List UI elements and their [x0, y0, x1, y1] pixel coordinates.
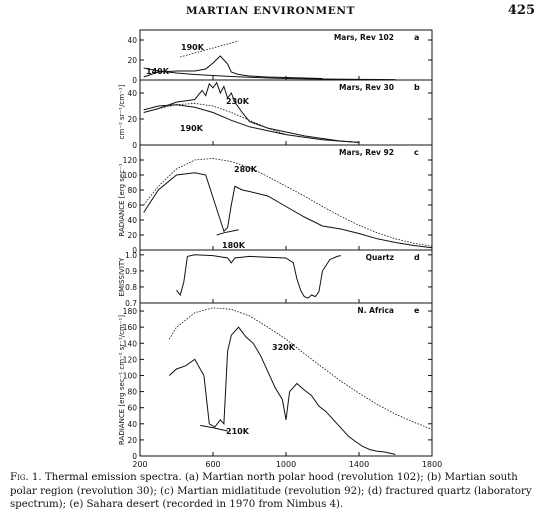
panel-b-series-190k-line [143, 104, 360, 143]
panel-a-annotation-190k: 190K [181, 43, 205, 52]
panel-c-letter: c [414, 148, 419, 157]
panel-e-series-210k-line [200, 424, 228, 432]
panel-a-series-140k-line [143, 67, 396, 81]
panel-e-ytick-label: 180 [123, 307, 138, 316]
panel-e-frame [139, 302, 433, 457]
panel-b-series-230k-line [158, 102, 287, 135]
figure-caption: Fig. 1. Thermal emission spectra. (a) Ma… [10, 471, 538, 512]
panel-e-annotation-320k: 320K [272, 343, 296, 352]
panel-a-series-observed-line [143, 55, 323, 79]
panel-c-ytick-label: 20 [127, 231, 137, 240]
panel-b-annotation-190k: 190K [180, 124, 204, 133]
panel-a-ytick-label: 40 [127, 36, 137, 45]
panel-c-ytick-label: 120 [123, 156, 138, 165]
running-title: MARTIAN ENVIRONMENT [185, 5, 355, 17]
panel-d-ylabel: EMISSIVITY [118, 257, 126, 297]
panel-e-ytick-label: 140 [123, 339, 138, 348]
panel-c-title: Mars, Rev 92 [339, 148, 394, 157]
panel-c-series-280k-line [143, 158, 433, 247]
panel-c-series-180k-line [216, 229, 239, 236]
panel-e-letter: e [414, 306, 420, 315]
panel-d-ytick-label: 0.9 [125, 267, 137, 276]
panel-d-title: Quartz [366, 253, 394, 262]
panel-c-annotation-280k: 280K [234, 165, 258, 174]
panel-b-ytick-label: 40 [127, 89, 137, 98]
panel-a-ytick-label: 0 [132, 76, 137, 85]
panel-c-ytick-label: 100 [123, 171, 138, 180]
panel-e-ytick-label: 20 [127, 436, 137, 445]
panel-b-annotation-230k: 230K [226, 97, 250, 106]
caption-label: Fig. 1. [10, 472, 42, 483]
panel-a-ytick-label: 20 [127, 56, 137, 65]
panel-c-ytick-label: 80 [127, 186, 137, 195]
panel-b-ytick-label: 0 [132, 141, 137, 150]
panel-e-ytick-label: 40 [127, 420, 137, 429]
panel-c-ytick-label: 0 [132, 246, 137, 255]
panel-e-series-320k-line [168, 307, 433, 430]
x-tick-label: 200 [132, 460, 147, 469]
panel-e-ytick-label: 0 [132, 452, 137, 461]
panel-e-ytick-label: 60 [127, 404, 137, 413]
panel-e-ylabel: RADIANCE [erg sec⁻¹ cm⁻² sr⁻¹/cm⁻¹] [118, 315, 126, 445]
panel-e-ytick-label: 80 [127, 388, 137, 397]
panel-d-ytick-label: 0.7 [125, 299, 137, 308]
caption-text: Thermal emission spectra. (a) Martian no… [10, 472, 532, 511]
panel-d-ytick-label: 0.8 [125, 283, 137, 292]
panel-c-ylabel: RADIANCE [erg sec⁻¹ [118, 163, 126, 236]
panel-b-letter: b [414, 83, 420, 92]
panel-c-frame [139, 144, 433, 251]
panel-e-title: N. Africa [357, 306, 394, 315]
x-tick-label: 1400 [349, 460, 369, 469]
panel-b-ytick-label: 20 [127, 115, 137, 124]
page-header: MARTIAN ENVIRONMENT 425 [0, 0, 541, 22]
x-axis-label: WAVE NUMBER [cm⁻¹] [244, 469, 327, 470]
panel-d-letter: d [414, 253, 420, 262]
panel-b-series-observed-line [143, 81, 360, 143]
panel-d-ytick-label: 1.0 [125, 251, 137, 260]
panel-c-ytick-label: 40 [127, 216, 137, 225]
x-tick-label: 600 [205, 460, 220, 469]
panel-e-ytick-label: 100 [123, 371, 138, 380]
panel-e-ytick-label: 160 [123, 323, 138, 332]
panel-d-series-observed-line [176, 254, 341, 299]
x-tick-label: 1000 [276, 460, 296, 469]
panel-b-ylabel: cm⁻² sr⁻¹/cm⁻¹] [118, 84, 126, 139]
x-tick-label: 1800 [422, 460, 442, 469]
panel-e-series-observed-line [168, 326, 396, 455]
panel-c-series-observed-line [143, 172, 433, 249]
panel-e-annotation-210k: 210K [226, 427, 250, 436]
panel-a-title: Mars, Rev 102 [334, 33, 394, 42]
panel-a-annotation-140k: 140K [146, 67, 170, 76]
panel-a-letter: a [414, 33, 419, 42]
panel-e-ytick-label: 120 [123, 355, 138, 364]
page-number: 425 [507, 3, 535, 18]
panel-b-title: Mars, Rev 30 [339, 83, 394, 92]
panel-c-annotation-180k: 180K [222, 241, 246, 250]
panel-a-series-190k-line [180, 40, 239, 58]
panel-c-ytick-label: 60 [127, 201, 137, 210]
